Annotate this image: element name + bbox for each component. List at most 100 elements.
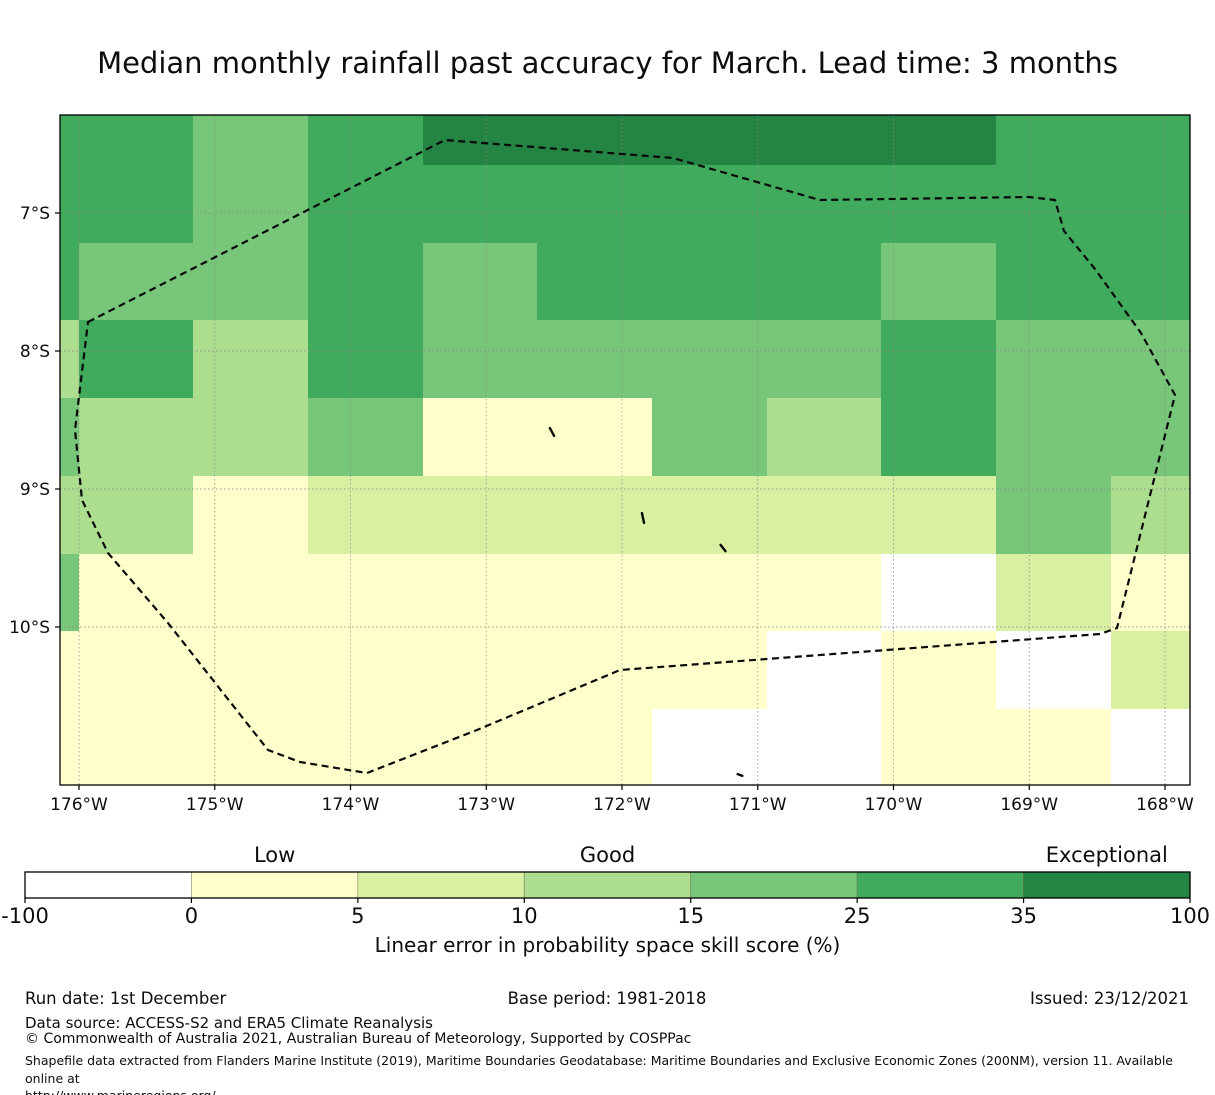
x-axis-tick-label: 169°W [1000, 795, 1058, 815]
x-axis-tick-label: 172°W [593, 795, 651, 815]
colorbar-tick-label: 100 [1170, 904, 1210, 928]
grid-cell [308, 554, 423, 631]
grid-cell [996, 554, 1111, 631]
grid-cell [881, 554, 996, 631]
grid-cell [537, 243, 652, 320]
grid-cell [1111, 631, 1190, 709]
x-axis-tick-label: 170°W [865, 795, 923, 815]
x-axis-tick-label: 175°W [186, 795, 244, 815]
grid-cell [996, 398, 1111, 476]
grid-cell [60, 554, 79, 631]
x-axis-tick-label: 174°W [322, 795, 380, 815]
colorbar-segment [191, 871, 359, 899]
grid-cell [423, 631, 537, 709]
grid-cell [60, 709, 79, 785]
y-axis-tick-label: 9°S [20, 480, 50, 500]
grid-cell [193, 165, 308, 243]
grid-cell [537, 631, 652, 709]
colorbar-segment [856, 871, 1024, 899]
island-mark [719, 543, 727, 553]
grid-cell [60, 631, 79, 709]
grid-cell [1111, 243, 1190, 320]
base-period-label: Base period: 1981-2018 [507, 989, 707, 1008]
colorbar-tick-label: 0 [185, 904, 198, 928]
grid-cell [308, 165, 423, 243]
grid-cell [881, 243, 996, 320]
grid-cell [308, 243, 423, 320]
x-axis-tick-label: 171°W [729, 795, 787, 815]
grid-cell [193, 554, 308, 631]
grid-cell [652, 631, 767, 709]
grid-cell [193, 398, 308, 476]
colorbar-tick-label: 25 [844, 904, 871, 928]
grid-cell [881, 320, 996, 398]
grid-cell [767, 709, 881, 785]
grid-cell [767, 398, 881, 476]
y-axis-tick-label: 7°S [20, 204, 50, 224]
x-axis-tick-label: 168°W [1136, 795, 1194, 815]
grid-cell [423, 709, 537, 785]
grid-cell [996, 476, 1111, 554]
grid-cell [60, 165, 79, 243]
grid-cell [193, 709, 308, 785]
grid-cell [423, 476, 537, 554]
grid-cell [1111, 554, 1190, 631]
colorbar-segment [357, 871, 525, 899]
grid-cell [60, 320, 79, 398]
grid-cell [652, 165, 767, 243]
grid-cell [652, 709, 767, 785]
grid-cell [652, 398, 767, 476]
colorbar-segment [24, 871, 192, 899]
colorbar-tick-label: 5 [351, 904, 364, 928]
grid-cell [308, 476, 423, 554]
colorbar-segment [690, 871, 858, 899]
grid-cell [1111, 398, 1190, 476]
grid-cell [79, 398, 193, 476]
grid-cell [881, 631, 996, 709]
page-title: Median monthly rainfall past accuracy fo… [97, 46, 1118, 80]
grid-cell [767, 320, 881, 398]
grid-cell [767, 243, 881, 320]
grid-cell [193, 631, 308, 709]
grid-cell [79, 165, 193, 243]
grid-cell [881, 709, 996, 785]
grid-cell [996, 115, 1111, 165]
shapefile-note: Shapefile data extracted from Flanders M… [25, 1053, 1173, 1095]
colorbar-frame [24, 871, 1191, 899]
grid-cell [308, 320, 423, 398]
grid-cell [193, 115, 308, 165]
colorbar-category-label: Good [580, 843, 635, 867]
grid-cell [537, 476, 652, 554]
grid-cell [996, 165, 1111, 243]
colorbar-category-label: Exceptional [1046, 843, 1168, 867]
footer-line-1: Run date: 1st December Base period: 1981… [25, 989, 1189, 1011]
grid-cell [423, 243, 537, 320]
grid-cell [652, 320, 767, 398]
grid-cell [308, 398, 423, 476]
grid-cell [1111, 165, 1190, 243]
grid-cell [881, 165, 996, 243]
run-date-label: Run date: 1st December [25, 989, 227, 1008]
grid-cell [652, 115, 767, 165]
grid-cell [79, 554, 193, 631]
y-axis-tick-label: 10°S [9, 618, 50, 638]
colorbar-tick-label: 35 [1010, 904, 1037, 928]
grid-cell [537, 115, 652, 165]
grid-cell [537, 554, 652, 631]
map-frame [59, 114, 1191, 786]
issued-label: Issued: 23/12/2021 [1029, 989, 1189, 1008]
grid-cell [79, 115, 193, 165]
grid-cell [423, 554, 537, 631]
grid-cell [60, 476, 79, 554]
grid-cell [996, 631, 1111, 709]
grid-cell [1111, 115, 1190, 165]
grid-cell [79, 709, 193, 785]
grid-cell [537, 320, 652, 398]
island-mark [736, 772, 744, 778]
colorbar-segment [523, 871, 692, 899]
grid-cell [308, 115, 423, 165]
grid-cell [996, 243, 1111, 320]
grid-cell [79, 320, 193, 398]
